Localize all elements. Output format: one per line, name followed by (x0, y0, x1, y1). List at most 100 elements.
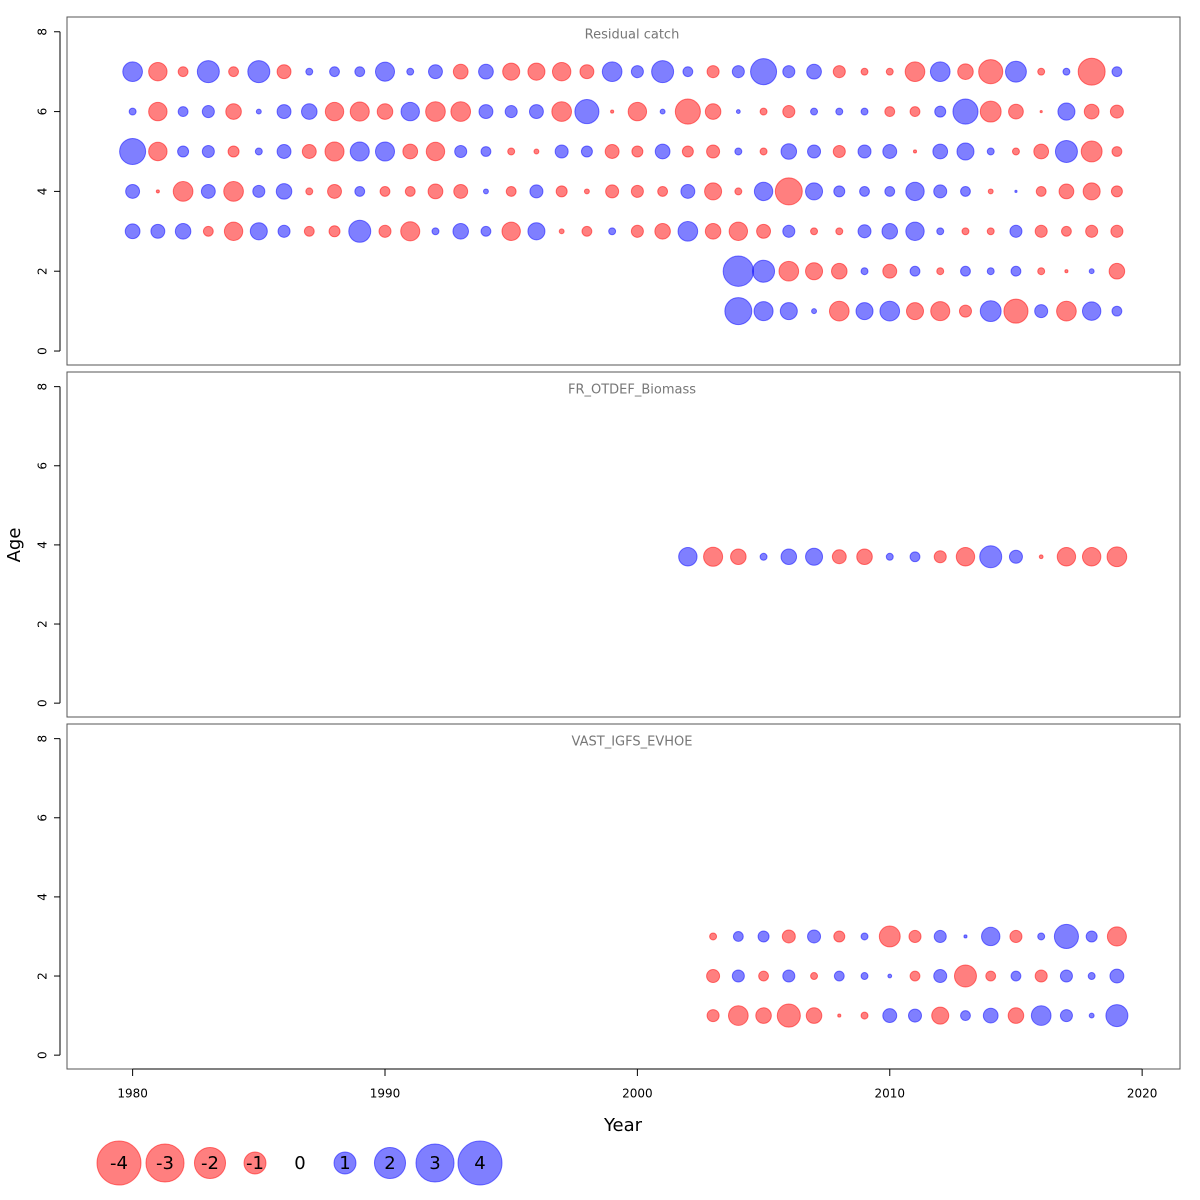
bubble (835, 227, 844, 236)
bubble (1009, 929, 1023, 943)
bubble (533, 148, 540, 155)
bubble (908, 929, 922, 943)
bubble (478, 63, 494, 80)
y-tick-label: 0 (36, 347, 50, 355)
bubble (202, 225, 214, 237)
bubble (255, 108, 262, 115)
bubble (704, 103, 722, 120)
bubble (348, 219, 372, 243)
bubble (860, 972, 869, 981)
bubble (630, 65, 644, 79)
bubble (122, 61, 143, 83)
bubble (301, 103, 318, 120)
bubble (1106, 926, 1127, 947)
bubble (225, 103, 242, 120)
bubble (427, 183, 444, 200)
bubble (1034, 304, 1049, 319)
bubble (324, 141, 345, 162)
bubble (551, 61, 572, 82)
bubble (349, 141, 370, 162)
bubble (882, 263, 898, 279)
bubble (979, 100, 1002, 123)
bubble (960, 185, 971, 197)
bubble (961, 227, 970, 236)
y-tick-label: 4 (36, 188, 50, 196)
bubble (452, 63, 469, 80)
bubble (631, 145, 644, 158)
bubble (933, 550, 947, 564)
bubble (979, 545, 1003, 569)
bubble (1077, 57, 1106, 86)
bubble (1085, 224, 1099, 238)
bubble (778, 260, 800, 282)
panel-title: Residual catch (585, 28, 680, 43)
bubble (960, 265, 971, 277)
bubble (781, 929, 796, 944)
bubble (374, 141, 396, 162)
legend-bubble (373, 1146, 407, 1180)
bubble (882, 144, 898, 159)
bubble (805, 262, 824, 281)
bubble (681, 145, 694, 158)
bubble (882, 1008, 898, 1024)
bubble (706, 1009, 720, 1023)
y-tick-label: 2 (36, 972, 50, 980)
bubble (327, 183, 342, 199)
bubble (378, 224, 392, 238)
bubble (957, 63, 974, 80)
bubble (735, 109, 741, 114)
bubble (579, 64, 595, 80)
bubble (374, 61, 396, 82)
bubble (610, 109, 615, 114)
bubble (904, 61, 926, 83)
bubble (1110, 185, 1123, 198)
legend-label: -1 (246, 1153, 264, 1174)
y-tick-label: 8 (36, 735, 50, 743)
bubble (329, 66, 340, 78)
bubble (376, 103, 394, 120)
bubble (805, 182, 824, 201)
bubble (1011, 147, 1020, 156)
bubble (933, 184, 948, 199)
x-axis-label: Year (603, 1115, 643, 1136)
bubble (247, 60, 271, 84)
bubble (1059, 969, 1073, 983)
bubble (782, 65, 796, 79)
bubble (779, 302, 798, 321)
panel-title: FR_OTDEF_Biomass (568, 383, 696, 398)
bubble (324, 101, 345, 122)
bubble (759, 147, 768, 156)
bubble (936, 227, 945, 236)
bubble (354, 185, 366, 197)
bubble (1010, 265, 1022, 277)
bubble (953, 964, 977, 988)
bubble (349, 101, 370, 122)
x-tick-label: 1980 (117, 1087, 148, 1101)
legend-label: 4 (474, 1153, 485, 1174)
bubble (428, 64, 443, 80)
bubble (1008, 549, 1023, 564)
bubble (905, 302, 925, 321)
y-tick-label: 6 (36, 814, 50, 822)
bubble (431, 227, 440, 236)
bubble (1005, 60, 1027, 83)
bubble (753, 301, 774, 322)
bubble (878, 925, 901, 948)
legend-label: -4 (110, 1153, 128, 1174)
bubble (833, 930, 846, 943)
bubble (400, 221, 421, 242)
y-tick-label: 8 (36, 383, 50, 391)
bubble (201, 144, 215, 159)
bubble (254, 147, 263, 156)
bubble (630, 184, 644, 198)
bubble (1088, 1012, 1095, 1019)
bubble (860, 1011, 869, 1020)
bubble (1110, 224, 1124, 238)
bubble (252, 184, 266, 198)
bubble (724, 297, 753, 326)
bubble (480, 225, 492, 237)
legend-bubble (457, 1140, 503, 1186)
bubble (758, 970, 769, 982)
bubble (833, 970, 845, 982)
bubble (678, 547, 698, 567)
